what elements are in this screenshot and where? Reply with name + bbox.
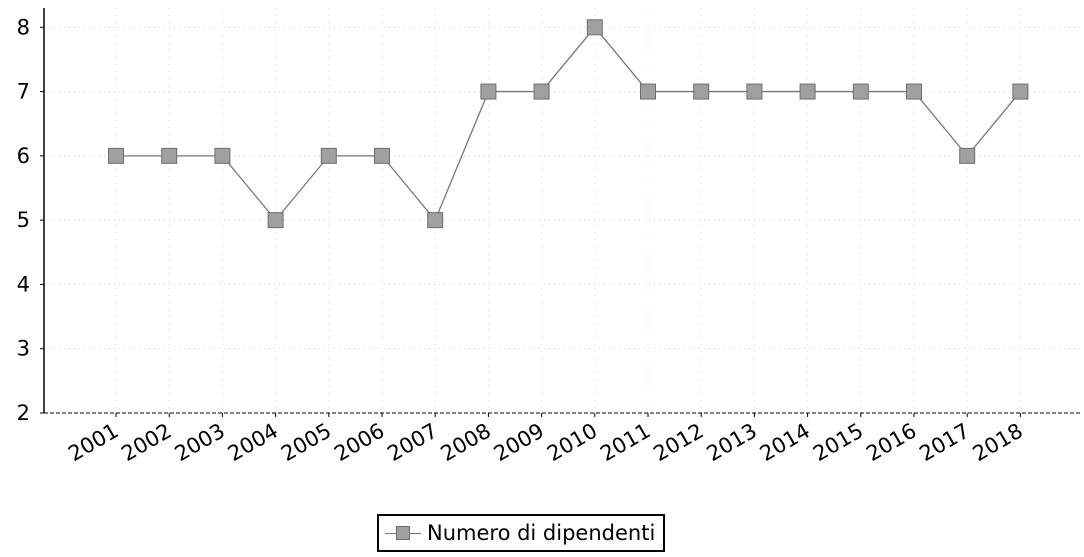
data-point-2004 xyxy=(267,212,284,229)
y-tick-label: 7 xyxy=(17,80,30,104)
x-tick-label: 2009 xyxy=(490,419,548,467)
x-tick-label: 2016 xyxy=(862,419,920,467)
legend-label: Numero di dipendenti xyxy=(427,521,656,545)
data-point-2013 xyxy=(746,83,763,100)
data-point-2005 xyxy=(320,147,337,164)
x-tick-label: 2008 xyxy=(437,419,495,467)
y-tick-label: 5 xyxy=(17,208,30,232)
legend: Numero di dipendenti xyxy=(377,514,666,552)
x-tick-label: 2003 xyxy=(171,419,229,467)
data-point-2015 xyxy=(852,83,869,100)
gridlines xyxy=(44,8,1082,413)
data-point-2007 xyxy=(427,212,444,229)
x-tick-label: 2005 xyxy=(277,419,335,467)
data-point-2011 xyxy=(640,83,656,100)
data-point-2018 xyxy=(1012,83,1029,100)
y-tick-label: 6 xyxy=(17,144,30,168)
x-tick-label: 2002 xyxy=(117,419,175,467)
series-line xyxy=(116,26,1021,222)
series-numero-di-dipendenti xyxy=(108,19,1029,229)
legend-symbol xyxy=(385,523,421,543)
y-tick-labels: 2 3 4 5 6 7 8 xyxy=(17,15,44,425)
x-tick-label: 2017 xyxy=(915,419,973,467)
data-point-2002 xyxy=(161,147,178,164)
x-tick-label: 2006 xyxy=(330,419,388,467)
data-point-2001 xyxy=(108,147,124,164)
x-tick-label: 2014 xyxy=(756,419,814,467)
x-tick-label: 2010 xyxy=(543,419,601,467)
data-point-2009 xyxy=(533,83,550,100)
x-tick-label: 2015 xyxy=(809,419,867,467)
y-tick-label: 2 xyxy=(17,401,30,425)
data-point-2006 xyxy=(374,147,390,164)
data-point-2017 xyxy=(959,147,976,164)
x-tick-labels: 2001200220032004200520062007200820092010… xyxy=(64,413,1027,466)
y-tick-label: 3 xyxy=(17,337,30,361)
data-point-2012 xyxy=(693,83,710,100)
y-tick-label: 8 xyxy=(17,15,30,39)
x-tick-label: 2013 xyxy=(703,419,761,467)
data-point-2016 xyxy=(906,83,922,100)
x-tick-label: 2012 xyxy=(649,419,707,467)
x-tick-label: 2007 xyxy=(383,419,441,467)
data-point-2014 xyxy=(799,83,816,100)
x-tick-label: 2004 xyxy=(224,419,282,467)
data-point-2003 xyxy=(214,147,231,164)
data-point-2008 xyxy=(480,83,497,100)
x-tick-label: 2018 xyxy=(969,419,1027,467)
y-tick-label: 4 xyxy=(17,272,30,296)
x-tick-label: 2011 xyxy=(596,419,654,467)
x-tick-label: 2001 xyxy=(64,419,122,467)
data-point-2010 xyxy=(586,19,603,36)
